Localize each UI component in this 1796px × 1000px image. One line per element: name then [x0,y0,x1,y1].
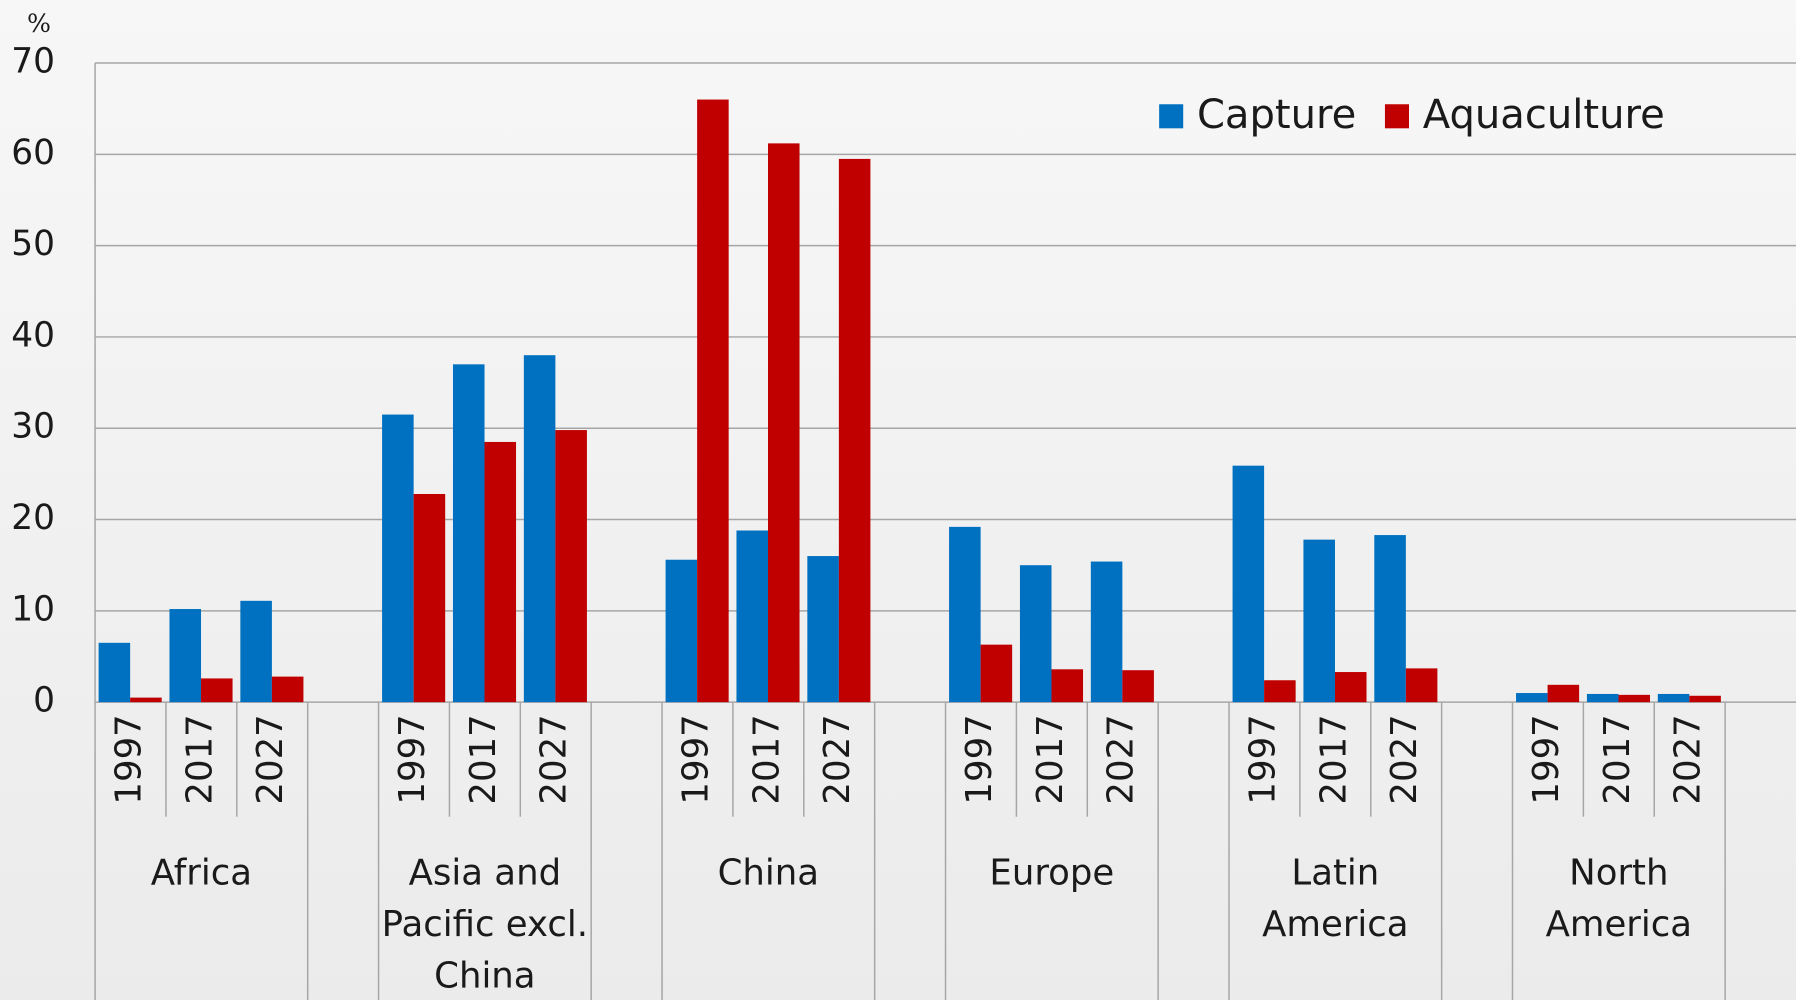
y-tick-label: 50 [11,224,55,264]
bar [169,609,202,703]
legend-label: Aquaculture [1423,92,1665,138]
x-tick-label: 2027 [534,714,575,804]
y-tick-label: 60 [11,133,55,173]
group-label: North America [1545,852,1693,945]
bar [523,355,556,703]
bar [484,441,517,703]
bar [130,697,162,703]
legend-swatch [1384,104,1409,129]
x-tick-label: 2027 [1668,714,1709,804]
group-label-box: Africa [150,852,253,894]
bar [1689,695,1721,703]
bar [1232,465,1265,703]
y-tick-label: 0 [33,681,55,721]
x-tick-label: 1997 [392,714,433,804]
bar [949,526,981,703]
bar [555,430,587,703]
bar [665,559,698,703]
group-label-box: North America [1545,852,1693,945]
group-label: Latin America [1262,852,1409,945]
bar [1405,668,1438,703]
x-tick-label: 2017 [1597,714,1638,804]
bar [767,143,800,703]
y-unit: % [27,9,51,38]
bar [838,158,871,703]
bar [1618,694,1651,703]
x-tick-label: 2027 [817,714,858,804]
group-label-box: Asia and Pacific excl. China [381,852,589,997]
x-tick-label: 2017 [746,714,787,804]
bar [413,493,446,703]
x-tick-label: 1997 [1242,714,1283,804]
group-label-box: China [717,852,820,894]
y-tick-label: 70 [11,42,55,82]
bar [736,530,768,703]
group-label: Africa [150,852,253,894]
bar [1586,693,1619,703]
x-tick-label: 1997 [1526,714,1567,804]
x-tick-label: 1997 [959,714,1000,804]
x-tick-label: 2027 [1101,714,1142,804]
x-tick-label: 2017 [179,714,220,804]
group-label-box: Latin America [1262,852,1409,945]
x-tick-label: 2027 [250,714,291,804]
group-label: Europe [989,852,1115,894]
bar [382,414,414,703]
bar [1051,669,1084,703]
bar [240,600,272,703]
x-tick-label: 2017 [1030,714,1071,804]
bar [697,99,729,703]
bar [271,676,304,703]
bar [1547,684,1580,703]
group-label: Asia and Pacific excl. China [381,852,589,997]
bar [1090,561,1123,703]
x-tick-label: 2017 [1313,714,1354,804]
bar [452,364,485,703]
group-label-box: Europe [989,852,1115,894]
x-tick-label: 1997 [675,714,716,804]
legend-label: Capture [1197,92,1356,138]
bar [1374,535,1406,703]
x-tick-label: 2017 [463,714,504,804]
group-label: China [717,852,820,894]
y-tick-label: 20 [11,498,55,538]
bar [98,642,131,703]
bar [1303,539,1335,703]
bar [1264,680,1296,703]
y-tick-label: 40 [11,315,55,355]
x-tick-label: 1997 [109,714,150,804]
y-tick-label: 10 [11,589,55,629]
bar [1122,670,1154,703]
bar [1657,693,1690,703]
bar [1019,565,1052,703]
bar [1516,693,1548,703]
bar [201,678,233,703]
bar [807,556,839,703]
bar [1334,672,1367,703]
legend-swatch [1159,104,1184,129]
y-tick-label: 30 [11,407,55,447]
x-tick-label: 2027 [1384,714,1425,804]
bar [980,644,1013,703]
